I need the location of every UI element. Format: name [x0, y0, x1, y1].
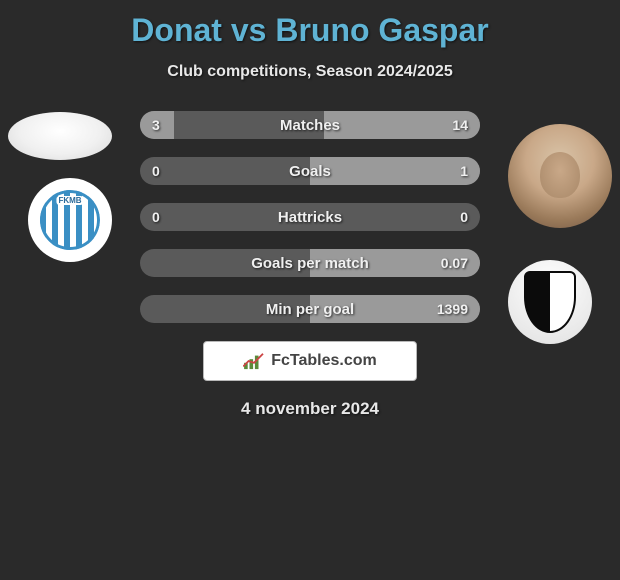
comparison-subtitle: Club competitions, Season 2024/2025: [0, 63, 620, 81]
stat-value-right: 14: [452, 111, 468, 139]
stat-label: Min per goal: [140, 295, 480, 323]
stat-value-right: 0.07: [441, 249, 468, 277]
stat-row: 3Matches14: [140, 111, 480, 139]
stat-value-right: 0: [460, 203, 468, 231]
comparison-date: 4 november 2024: [0, 399, 620, 419]
stat-row: Goals per match0.07: [140, 249, 480, 277]
watermark-text: FcTables.com: [271, 352, 377, 370]
stat-value-right: 1399: [437, 295, 468, 323]
bar-chart-icon: [243, 352, 265, 370]
stat-label: Matches: [140, 111, 480, 139]
stat-row: 0Hattricks0: [140, 203, 480, 231]
stat-label: Goals per match: [140, 249, 480, 277]
stat-value-right: 1: [460, 157, 468, 185]
stat-row: 0Goals1: [140, 157, 480, 185]
stat-row: Min per goal1399: [140, 295, 480, 323]
watermark-badge: FcTables.com: [203, 341, 417, 381]
stat-label: Hattricks: [140, 203, 480, 231]
stat-label: Goals: [140, 157, 480, 185]
comparison-title: Donat vs Bruno Gaspar: [0, 0, 620, 49]
stats-container: 3Matches140Goals10Hattricks0Goals per ma…: [0, 111, 620, 323]
